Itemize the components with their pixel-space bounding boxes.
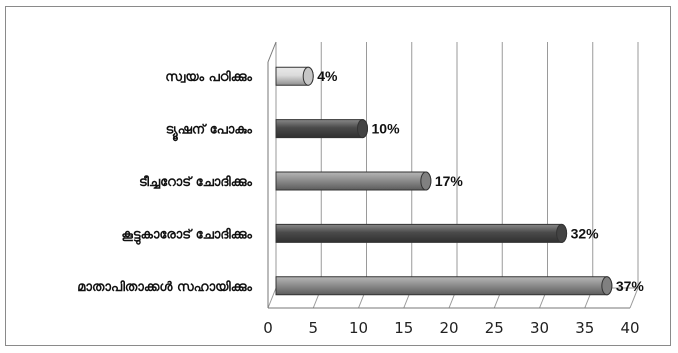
bar-cap-5 xyxy=(601,276,613,296)
x-tick-label-40: 40 xyxy=(620,319,639,337)
category-label-1: സ്വയം പഠിക്കും xyxy=(165,69,252,85)
x-tick-label-15: 15 xyxy=(394,319,413,337)
left-wall-top xyxy=(267,41,277,63)
floor-line-0 xyxy=(267,287,277,309)
bar-2 xyxy=(275,119,368,139)
x-tick-label-20: 20 xyxy=(439,319,458,337)
x-tick-label-10: 10 xyxy=(349,319,368,337)
bar-5 xyxy=(275,276,613,296)
bar-3 xyxy=(275,171,432,191)
bar-cap-4 xyxy=(556,223,568,243)
floor-line-40 xyxy=(629,287,639,309)
bar-4 xyxy=(275,223,568,243)
x-tick-label-25: 25 xyxy=(485,319,504,337)
data-label-1: 4% xyxy=(317,68,338,84)
x-tick-label-0: 0 xyxy=(263,319,273,337)
x-tick-label-30: 30 xyxy=(530,319,549,337)
data-label-5: 37% xyxy=(616,278,645,294)
data-label-4: 32% xyxy=(571,225,600,241)
data-label-3: 17% xyxy=(435,173,464,189)
bar-cap-3 xyxy=(420,171,432,191)
category-label-3: ടീച്ചറോട് ചോദിക്കും xyxy=(139,174,252,190)
category-label-5: മാതാപിതാക്കൾ സഹായിക്കും xyxy=(77,279,252,295)
bars xyxy=(275,66,613,296)
x-tick-label-5: 5 xyxy=(308,319,318,337)
bar-cap-1 xyxy=(302,66,314,86)
category-label-4: കൂട്ടുകാരോട് ചോദിക്കും xyxy=(121,226,252,245)
data-label-2: 10% xyxy=(372,121,401,137)
category-label-2: ട്യൂഷന് പോകും xyxy=(166,123,253,142)
labels: 0 5 10 15 20 25 30 35 40 4% സ്വയം പഠിക്കും 10% ട്യൂഷ… xyxy=(77,68,644,337)
bar-cap-2 xyxy=(357,119,368,139)
x-tick-label-35: 35 xyxy=(575,319,594,337)
